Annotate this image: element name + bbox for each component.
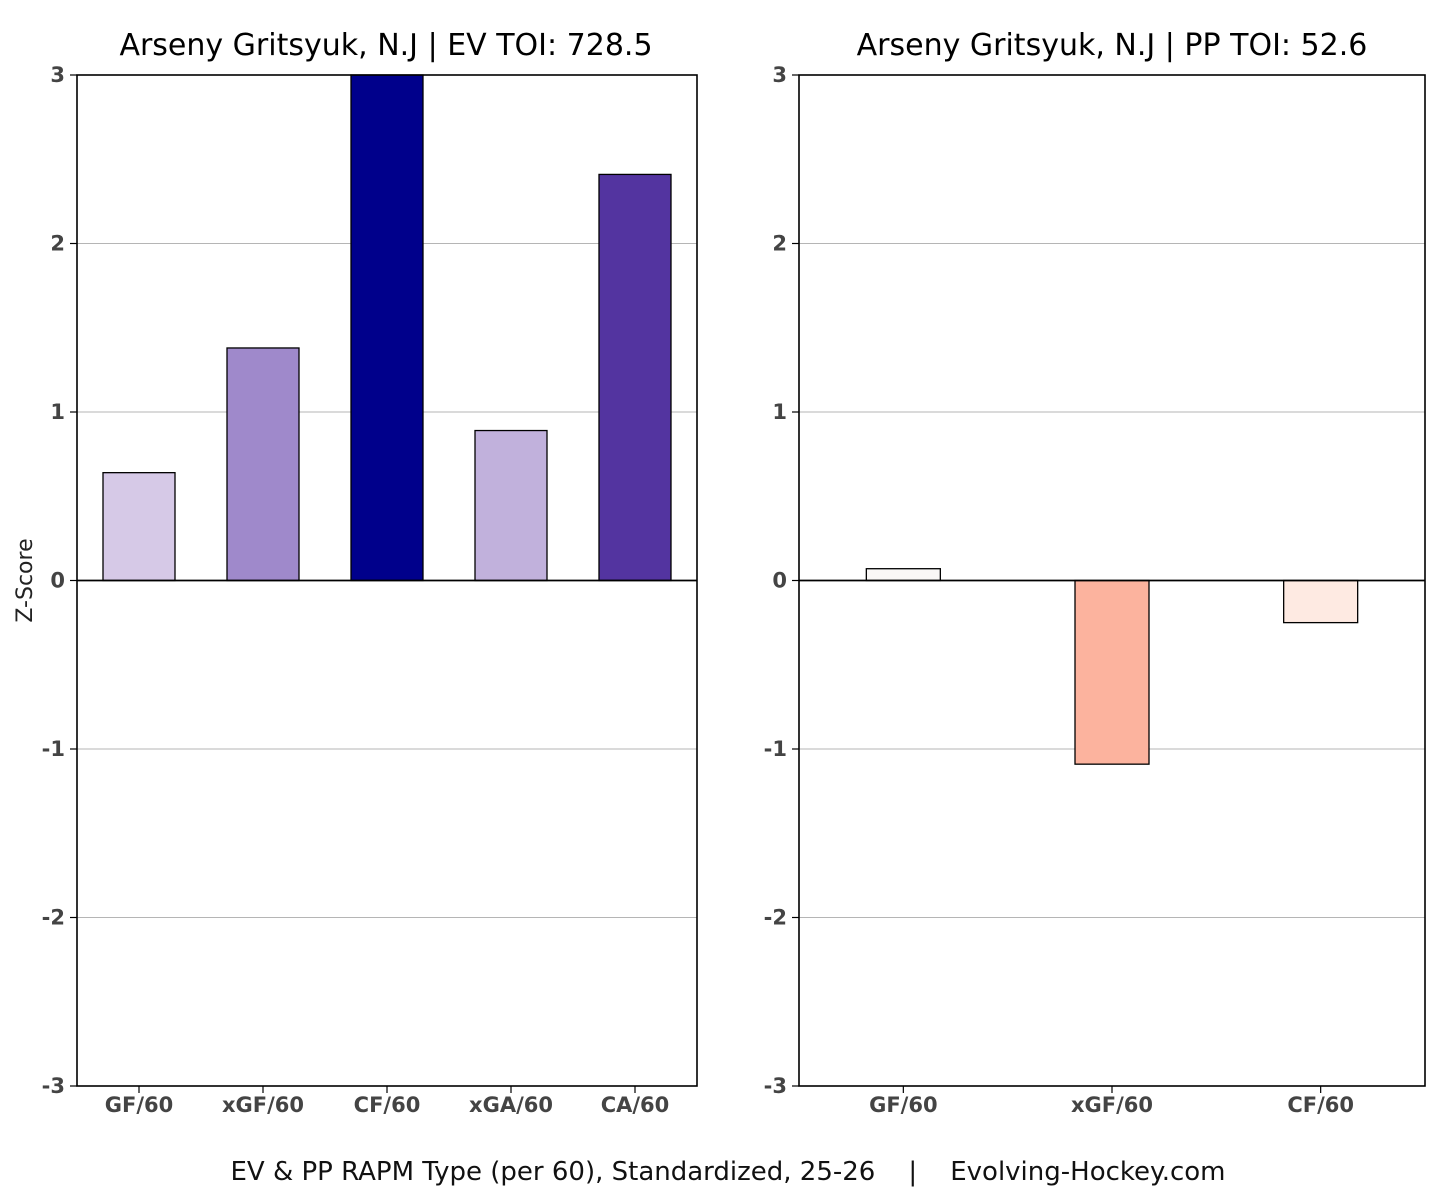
- y-tick-label: 0: [50, 569, 65, 593]
- y-tick-label: 2: [50, 232, 65, 256]
- x-tick-label: CF/60: [1287, 1093, 1354, 1117]
- y-tick-label: 1: [50, 400, 65, 424]
- bar-gf-60: [102, 472, 176, 582]
- bar-xgf-60: [1074, 579, 1150, 765]
- x-tick-label: xGF/60: [222, 1093, 304, 1117]
- y-axis-label: Z-Score: [13, 538, 38, 622]
- y-tick-label: 3: [50, 63, 65, 87]
- x-tick-label: GF/60: [105, 1093, 173, 1117]
- plot-frame: [76, 74, 698, 1087]
- bar-cf-60: [1283, 579, 1359, 624]
- x-tick-label: GF/60: [869, 1093, 937, 1117]
- y-tick-label: -2: [42, 906, 65, 930]
- bar-xgf-60: [226, 347, 300, 582]
- x-tick-label: CA/60: [601, 1093, 670, 1117]
- x-tick-label: xGA/60: [469, 1093, 553, 1117]
- y-tick-label: -3: [764, 1074, 787, 1098]
- y-tick-label: -1: [42, 737, 65, 761]
- y-tick-label: 3: [772, 63, 787, 87]
- chart-title: Arseny Gritsyuk, N.J | EV TOI: 728.5: [119, 28, 652, 63]
- y-tick-label: 0: [772, 569, 787, 593]
- chart-panel-1: -3 -2 -1 0 1 2 3 GF/60 xGF/60 CF/60 xGA/60 CA/60 Ars…: [13, 28, 698, 1117]
- x-tick-label: xGF/60: [1071, 1093, 1153, 1117]
- x-tick-label: CF/60: [354, 1093, 421, 1117]
- bar-gf-60: [865, 568, 941, 582]
- chart-panel-2: -3 -2 -1 0 1 2 3 GF/60 xGF/60 CF/60 Arseny Gritsyu…: [764, 28, 1426, 1117]
- chart-title: Arseny Gritsyuk, N.J | PP TOI: 52.6: [857, 28, 1368, 63]
- bar-ca-60: [598, 173, 672, 582]
- plot-frame: [798, 74, 1426, 1087]
- y-tick-label: -3: [42, 1074, 65, 1098]
- y-tick-label: 2: [772, 232, 787, 256]
- y-tick-label: -1: [764, 737, 787, 761]
- bar-cf-60: [350, 74, 424, 582]
- bar-xga-60: [474, 429, 548, 582]
- y-tick-label: -2: [764, 906, 787, 930]
- y-tick-label: 1: [772, 400, 787, 424]
- figure-caption: EV & PP RAPM Type (per 60), Standardized…: [230, 1157, 1225, 1187]
